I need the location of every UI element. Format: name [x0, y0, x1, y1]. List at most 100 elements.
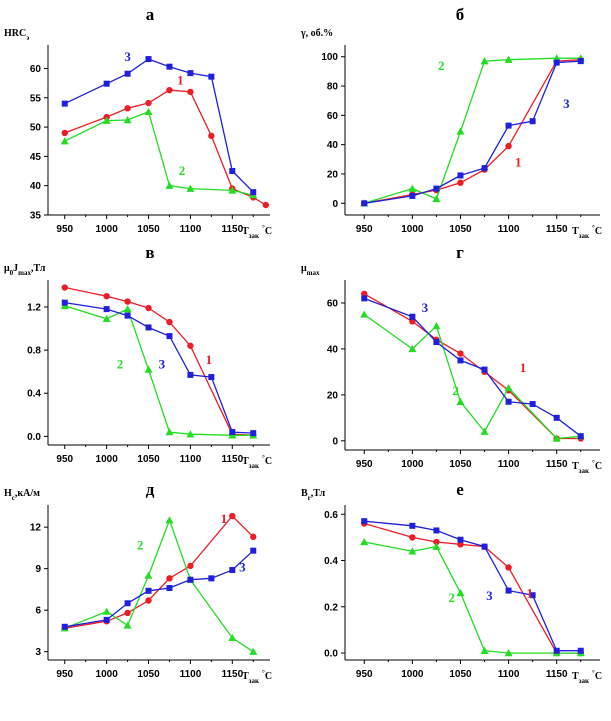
y-tick-label: 40 — [30, 181, 42, 192]
y-tick-label: 60 — [327, 111, 339, 122]
series-3-point — [61, 299, 68, 306]
series-3-point — [250, 547, 257, 554]
series-3-line — [64, 58, 254, 193]
panel-letter: г — [456, 243, 464, 262]
y-tick-label: 80 — [327, 82, 339, 93]
curve-label-1: 1 — [177, 72, 184, 87]
y-tick-label: 0 — [332, 199, 338, 210]
series-3-point — [433, 339, 440, 346]
series-1-point — [145, 304, 152, 312]
curve-label-2: 2 — [438, 58, 445, 73]
series-3-point — [250, 189, 257, 196]
series-2-point — [102, 116, 111, 124]
series-2-point — [456, 397, 465, 405]
curve-label-3: 3 — [486, 588, 493, 603]
x-tick-label: 1150 — [221, 224, 243, 235]
x-axis-unit: Tзак°C — [572, 459, 602, 475]
x-tick-label: 1000 — [401, 669, 424, 680]
curve-label-1: 1 — [520, 360, 527, 375]
series-3-point — [208, 575, 215, 582]
series-1-point — [145, 99, 152, 107]
series-3-point — [409, 192, 416, 199]
series-2-point — [228, 633, 237, 642]
y-tick-label: 0.6 — [324, 510, 338, 521]
curve-label-2: 2 — [179, 163, 186, 178]
series-3-point — [481, 165, 488, 172]
series-3-point — [187, 70, 194, 77]
series-2-point — [480, 427, 489, 435]
x-tick-label: 1150 — [221, 454, 243, 465]
series-3-point — [457, 536, 464, 543]
series-2-line — [64, 518, 254, 653]
series-3-point — [457, 172, 464, 179]
series-3-point — [505, 398, 512, 405]
series-1-point — [505, 142, 512, 150]
series-1-point — [250, 533, 257, 541]
panel-letter: д — [146, 480, 155, 499]
series-2-point — [60, 137, 69, 145]
series-3-point — [577, 647, 584, 654]
series-1-point — [166, 86, 173, 94]
x-tick-label: 1050 — [137, 224, 160, 235]
y-tick-label: 9 — [35, 564, 41, 575]
series-3-point — [187, 576, 194, 583]
series-3-point — [61, 100, 68, 107]
series-3-point — [208, 73, 215, 80]
x-tick-label: 1150 — [546, 459, 568, 470]
series-1-point — [262, 201, 270, 209]
series-3-point — [229, 429, 236, 436]
series-3-point — [103, 80, 110, 87]
series-1-point — [103, 292, 110, 300]
series-1-line — [64, 286, 254, 436]
series-3-point — [553, 647, 560, 654]
series-3-point — [166, 585, 173, 592]
series-2-point — [102, 314, 111, 323]
series-1-point — [457, 541, 464, 548]
series-2-point — [165, 516, 174, 524]
panel-letter: б — [456, 5, 465, 24]
x-axis-unit: Tзак°C — [242, 669, 272, 685]
y-tick-label: 0.4 — [324, 556, 338, 567]
series-3-point — [529, 592, 536, 599]
curve-label-3: 3 — [124, 49, 131, 64]
series-2-point — [228, 186, 237, 194]
series-3-line — [363, 297, 582, 437]
series-2-point — [552, 434, 561, 442]
series-1-point — [208, 132, 215, 140]
x-axis-unit: Tзак°C — [572, 669, 602, 685]
x-tick-label: 1100 — [180, 224, 202, 235]
series-1-line — [364, 59, 581, 204]
y-axis-label: μ0Jmax,Тл — [4, 263, 46, 277]
y-axis-label: Hc,кА/м — [4, 488, 40, 502]
x-tick-label: 1150 — [546, 669, 568, 680]
x-tick-label: 1150 — [546, 224, 568, 235]
series-2-point — [504, 383, 513, 392]
series-2-point — [102, 607, 111, 615]
y-tick-label: 60 — [30, 64, 42, 75]
series-3-point — [505, 122, 512, 129]
series-3-point — [124, 312, 131, 319]
series-2-point — [432, 194, 441, 203]
y-tick-label: 50 — [30, 123, 42, 134]
series-1-point — [505, 564, 512, 571]
curve-label-3: 3 — [422, 300, 429, 315]
series-2-line — [64, 110, 254, 196]
y-tick-label: 40 — [327, 344, 339, 355]
y-tick-label: 45 — [30, 152, 42, 163]
y-tick-label: 0.2 — [324, 602, 338, 613]
series-2-point — [432, 542, 441, 550]
series-3-point — [409, 522, 416, 529]
series-3-point — [409, 313, 416, 320]
curve-label-1: 1 — [515, 155, 522, 170]
series-1-point — [166, 575, 173, 582]
series-1-line — [64, 89, 267, 206]
series-2-point — [144, 571, 153, 579]
series-3-point — [229, 168, 236, 175]
y-tick-label: 12 — [30, 523, 42, 534]
series-2-line — [364, 57, 581, 204]
series-3-point — [145, 587, 152, 594]
x-tick-label: 1100 — [180, 669, 202, 680]
curve-label-2: 2 — [449, 590, 456, 605]
